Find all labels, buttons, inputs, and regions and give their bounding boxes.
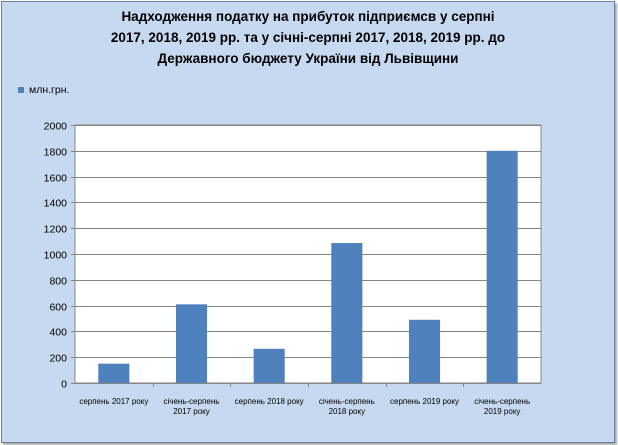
x-tick-label-1-line-1: серпень 2017 року (79, 397, 148, 406)
y-tick-label-600: 600 (49, 302, 67, 314)
y-tick-label-1000: 1000 (44, 250, 68, 262)
x-tick-label-6-line-2: 2019 року (484, 407, 521, 416)
x-tick-label-4-line-2: 2018 року (329, 407, 366, 416)
y-tick-label-800: 800 (49, 276, 67, 288)
chart-title: Надходження податку на прибуток підприєм… (2, 6, 614, 69)
x-tick-label-4-line-1: січень-серпень (319, 397, 375, 406)
x-tick-label-5-line-1: серпень 2019 року (390, 397, 459, 406)
y-tick-label-1200: 1200 (44, 224, 68, 236)
legend: млн.грн. (18, 84, 69, 96)
y-tick-label-1400: 1400 (44, 198, 68, 210)
bar-1 (98, 363, 130, 383)
x-tick-label-3-line-1: серпень 2018 року (235, 397, 304, 406)
y-tick-label-0: 0 (61, 379, 67, 391)
bar-3 (253, 348, 285, 383)
y-tick-label-1600: 1600 (44, 173, 68, 185)
bar-2 (175, 304, 208, 383)
legend-swatch (18, 87, 24, 93)
x-tick-label-6-line-1: січень-серпень (474, 397, 530, 406)
bar-6 (486, 150, 518, 383)
y-tick-label-2000: 2000 (44, 121, 68, 133)
chart-title-line-3: Державного бюджету України від Львівщини (157, 51, 459, 66)
chart-title-line-2: 2017, 2018, 2019 рр. та у січні-серпні 2… (110, 30, 506, 45)
chart-title-line-1: Надходження податку на прибуток підприєм… (121, 9, 495, 24)
x-tick-label-2-line-1: січень-серпень (164, 397, 220, 406)
bar-5 (408, 319, 441, 383)
y-tick-label-1800: 1800 (44, 147, 68, 159)
legend-label: млн.грн. (29, 84, 70, 96)
plot-svg: 0 200 400 600 800 1000 1200 1400 1600 1800 2000 сер… (44, 121, 542, 416)
bar-4 (331, 243, 363, 383)
y-tick-label-400: 400 (49, 327, 67, 339)
x-tick-label-2-line-2: 2017 року (173, 407, 210, 416)
y-tick-label-200: 200 (49, 353, 67, 365)
